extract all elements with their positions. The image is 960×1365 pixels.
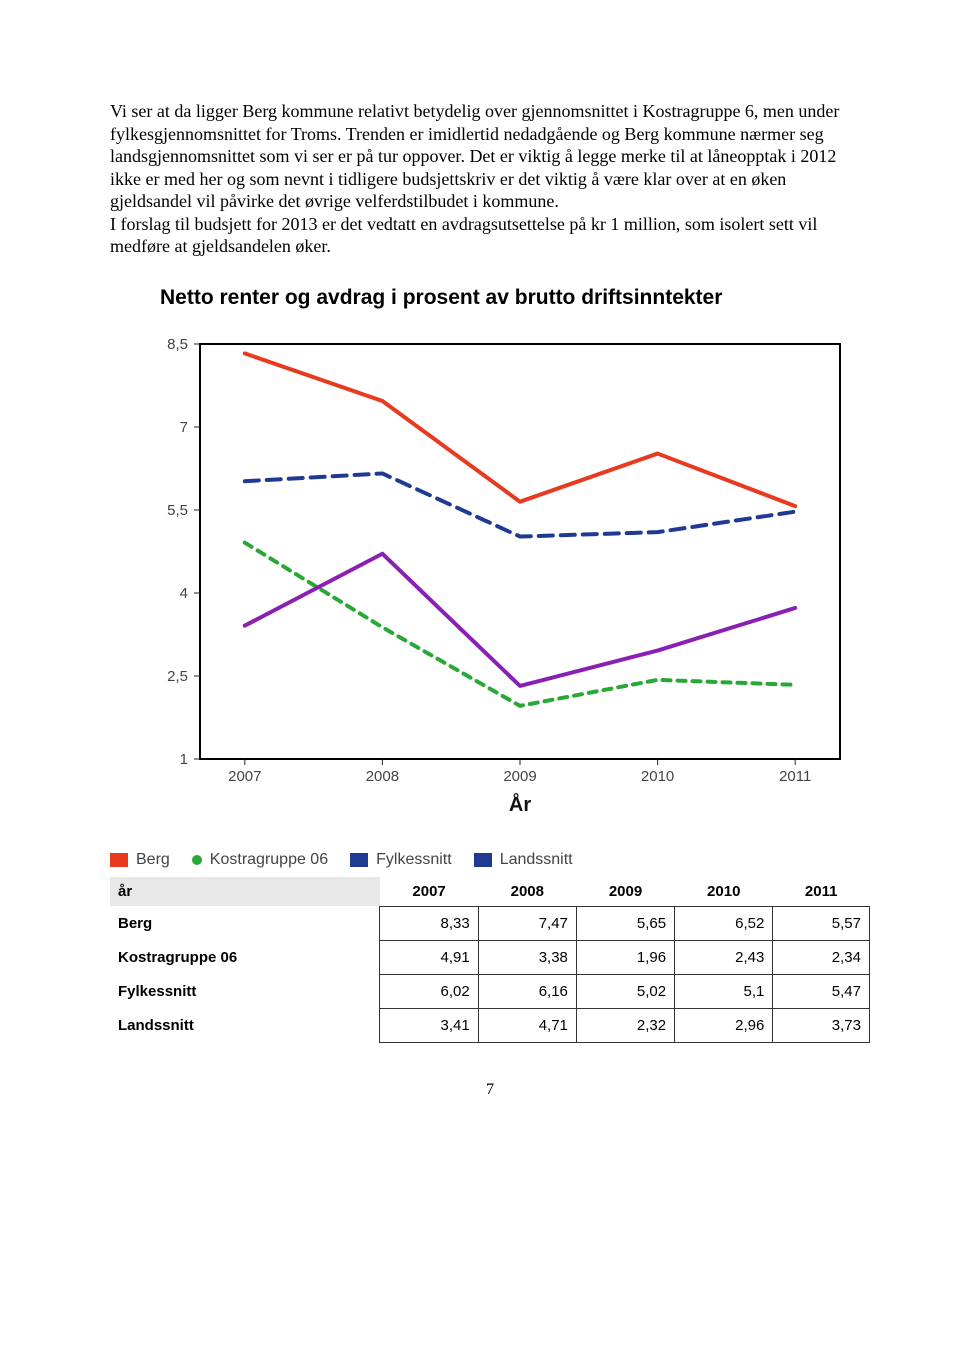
table-rowhead: Kostragruppe 06 [110,940,380,974]
svg-text:2011: 2011 [779,768,811,785]
table-cell: 6,16 [478,974,576,1008]
table-header: 2008 [478,877,576,907]
table-cell: 5,1 [675,974,773,1008]
table-header: 2007 [380,877,478,907]
table-cell: 2,43 [675,940,773,974]
table-cell: 5,47 [773,974,870,1008]
table-cell: 7,47 [478,906,576,940]
table-cell: 1,96 [576,940,674,974]
legend-label: Kostragruppe 06 [210,851,328,869]
table-header: 2009 [576,877,674,907]
svg-text:2008: 2008 [366,768,399,785]
table-header: 2011 [773,877,870,907]
svg-text:1: 1 [180,751,188,768]
line-chart: 1 2,5 4 5,5 7 8,5 2007 2008 2009 2010 2011 År [140,324,870,829]
legend: Berg Kostragruppe 06 Fylkessnitt Landssnitt [110,851,870,869]
table-header: 2010 [675,877,773,907]
legend-swatch [350,853,368,867]
legend-label: Berg [136,851,170,869]
svg-text:7: 7 [180,419,188,436]
legend-swatch [192,855,202,865]
table-rowhead: Fylkessnitt [110,974,380,1008]
svg-text:2009: 2009 [503,768,536,785]
svg-text:4: 4 [180,585,188,602]
table-row: Kostragruppe 064,913,381,962,432,34 [110,940,870,974]
svg-text:2010: 2010 [641,768,674,785]
legend-label: Fylkessnitt [376,851,452,869]
table-cell: 2,32 [576,1008,674,1042]
table-cell: 6,02 [380,974,478,1008]
svg-text:5,5: 5,5 [167,502,188,519]
table-row: Landssnitt3,414,712,322,963,73 [110,1008,870,1042]
svg-text:År: År [509,792,531,816]
table-row: Fylkessnitt6,026,165,025,15,47 [110,974,870,1008]
legend-swatch [110,853,128,867]
body-paragraph: Vi ser at da ligger Berg kommune relativ… [110,100,870,258]
svg-text:2007: 2007 [228,768,261,785]
svg-text:8,5: 8,5 [167,336,188,353]
table-cell: 3,38 [478,940,576,974]
table-cell: 3,73 [773,1008,870,1042]
table-cell: 4,91 [380,940,478,974]
table-header-year: år [110,877,380,907]
table-cell: 5,65 [576,906,674,940]
table-cell: 2,96 [675,1008,773,1042]
table-cell: 5,02 [576,974,674,1008]
table-cell: 8,33 [380,906,478,940]
table-rowhead: Landssnitt [110,1008,380,1042]
table-cell: 6,52 [675,906,773,940]
table-cell: 3,41 [380,1008,478,1042]
svg-text:2,5: 2,5 [167,668,188,685]
table-cell: 4,71 [478,1008,576,1042]
table-rowhead: Berg [110,906,380,940]
table-cell: 2,34 [773,940,870,974]
chart-title: Netto renter og avdrag i prosent av brut… [160,286,870,310]
table-cell: 5,57 [773,906,870,940]
legend-swatch [474,853,492,867]
page-number: 7 [110,1081,870,1099]
data-table: år20072008200920102011 Berg8,337,475,656… [110,877,870,1043]
table-row: Berg8,337,475,656,525,57 [110,906,870,940]
legend-label: Landssnitt [500,851,573,869]
